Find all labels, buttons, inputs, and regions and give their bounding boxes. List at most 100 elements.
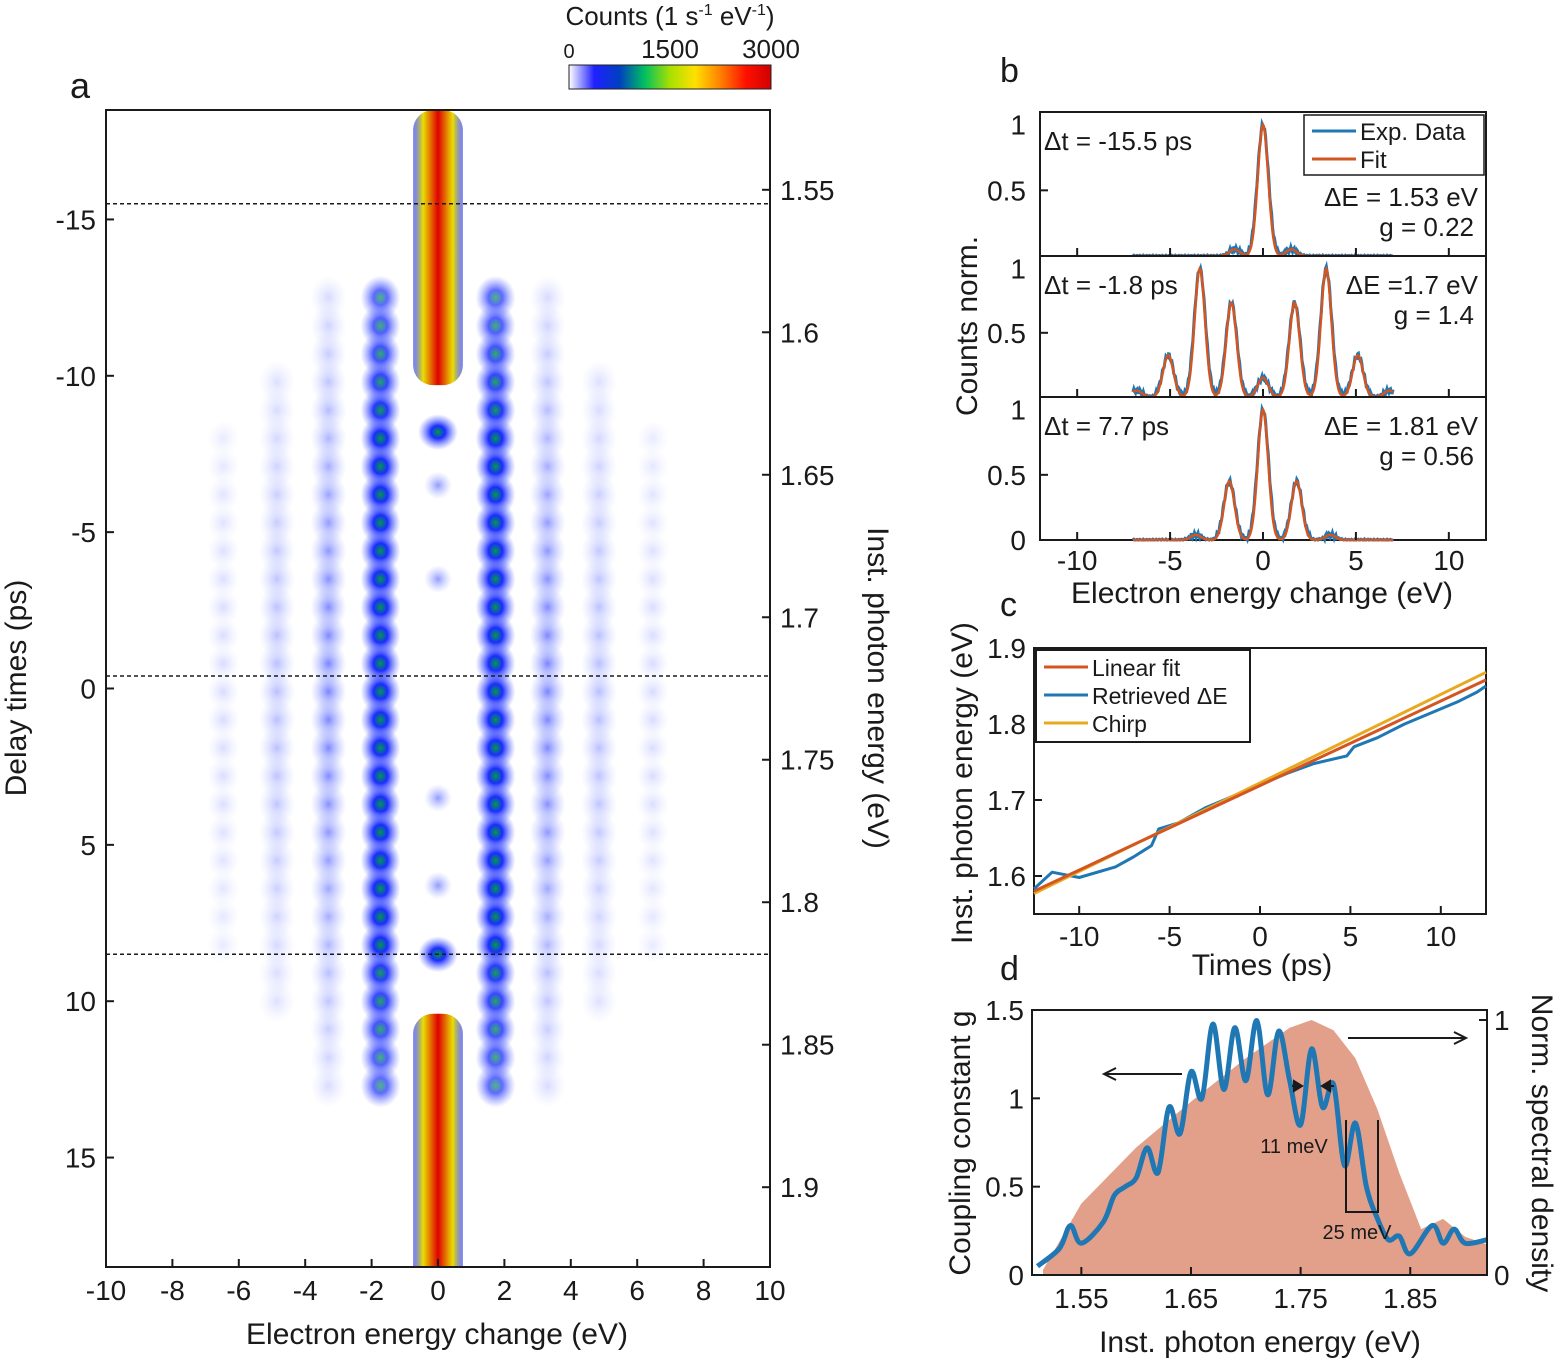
sideband-spot — [207, 701, 240, 738]
annotation-25mev-marker — [1345, 1120, 1379, 1213]
panel-c-x-tick-label: 0 — [1252, 921, 1268, 952]
legend-linear-fit-label: Linear fit — [1092, 655, 1181, 681]
heatmap-sidebands — [207, 275, 669, 1108]
panel-b-y-tick-label: 0.5 — [987, 318, 1026, 349]
sideband-spot — [207, 476, 240, 513]
sideband-spot — [207, 898, 240, 935]
panel-label-a: a — [70, 65, 91, 106]
panel-b-x-tick-label: 0 — [1255, 545, 1271, 576]
legend-retrieved-label: Retrieved ΔE — [1092, 683, 1228, 709]
panel-d-x-tick-label: 1.65 — [1164, 1283, 1219, 1314]
panel-a-x-tick-label: -10 — [86, 1275, 126, 1306]
colorbar-tick-label: 1500 — [641, 34, 699, 64]
panel-a-y2-ticks: 1.55 1.6 1.65 1.7 1.75 1.8 1.85 1.9 — [762, 175, 835, 1203]
panel-b-y-tick-label: 0.5 — [987, 175, 1026, 206]
colorbar-gradient — [568, 64, 772, 90]
panel-a-x-tick-label: -2 — [359, 1275, 384, 1306]
panel-b-x-ticks: -10 -5 0 5 10 — [1057, 248, 1464, 576]
panel-b-subplot-frame — [1039, 396, 1487, 541]
sideband-spot — [636, 870, 669, 907]
panel-d-x-tick-label: 1.75 — [1273, 1283, 1328, 1314]
sideband-spot — [207, 645, 240, 682]
panel-d-y2-tick-label: 0 — [1494, 1260, 1510, 1291]
annotation-11mev: 11 meV — [1260, 1136, 1328, 1158]
panel-c-legend: Linear fit Retrieved ΔE Chirp — [1035, 649, 1251, 743]
heatmap-zero-loss-peak — [413, 110, 463, 1267]
panel-a-y2-tick-label: 1.7 — [780, 602, 819, 633]
sideband-spot — [636, 589, 669, 626]
panel-label-d: d — [1000, 950, 1019, 988]
panel-b-x-tick-label: -10 — [1057, 545, 1097, 576]
colorbar-ticks: 0 1500 3000 — [563, 34, 799, 64]
panel-b-x-tick-label: -5 — [1158, 545, 1183, 576]
panel-d-y-tick-label: 0.5 — [985, 1172, 1024, 1203]
panel-a-x-tick-label: 6 — [629, 1275, 645, 1306]
sideband-spot — [207, 589, 240, 626]
panel-b-g-label: g = 1.4 — [1394, 300, 1474, 330]
colorbar-title-sup: -1 — [752, 2, 766, 19]
legend-fit-label: Fit — [1360, 147, 1387, 174]
panel-d-ticks: 1.55 1.65 1.75 1.85 0 0.5 1 1.5 0 1 — [985, 995, 1510, 1314]
sideband-spot — [207, 561, 240, 598]
fit-line — [1132, 406, 1394, 542]
panel-c-y-tick-label: 1.8 — [987, 709, 1026, 740]
panel-b-x-label: Electron energy change (eV) — [1071, 577, 1453, 610]
sideband-spot — [636, 504, 669, 541]
panel-c-series-line — [1033, 678, 1487, 893]
colorbar-title: Counts (1 s-1 eV-1) — [565, 1, 774, 31]
panel-d-y-tick-label: 1 — [1008, 1083, 1024, 1114]
colorbar-title-sup: -1 — [698, 2, 712, 19]
panel-a-y-tick-label: 10 — [65, 986, 96, 1017]
colorbar: Counts (1 s-1 eV-1) 0 1500 3000 — [563, 1, 800, 90]
sideband-spot — [636, 842, 669, 879]
panel-d-y-tick-label: 1.5 — [985, 995, 1024, 1026]
panel-c-y-tick-label: 1.9 — [987, 633, 1026, 664]
sideband-spot — [207, 729, 240, 766]
panel-a-x-tick-label: -6 — [226, 1275, 251, 1306]
panel-a-x-label: Electron energy change (eV) — [246, 1318, 628, 1351]
panel-c-y-tick-label: 1.7 — [987, 785, 1026, 816]
annotation-11mev-marker — [1292, 1079, 1334, 1093]
sideband-spot — [636, 617, 669, 654]
panel-b-y-tick-label: 1 — [1010, 395, 1026, 426]
panel-b-g-label: g = 0.22 — [1379, 212, 1474, 242]
sideband-spot — [360, 1063, 401, 1108]
sideband-spot — [636, 701, 669, 738]
panel-b-legend: Exp. Data Fit — [1303, 114, 1485, 176]
panel-a-x-tick-label: 8 — [696, 1275, 712, 1306]
panel-c-ticks: -10 -5 0 5 10 1.6 1.7 1.8 1.9 — [987, 633, 1456, 952]
panel-d-y2-label: Norm. spectral density — [1525, 994, 1554, 1292]
panel-a-y-tick-label: 0 — [80, 674, 96, 705]
panel-a-y2-tick-label: 1.85 — [780, 1030, 835, 1061]
sideband-spot — [207, 926, 240, 963]
sideband-spot — [207, 532, 240, 569]
panel-d-y-label: Coupling constant g — [944, 1010, 977, 1275]
panel-d-y2-tick-label: 1 — [1494, 1005, 1510, 1036]
panel-d-frame — [1031, 1009, 1488, 1276]
sideband-spot — [207, 617, 240, 654]
sideband-spot — [475, 1063, 516, 1108]
annotation-25mev: 25 meV — [1323, 1222, 1393, 1244]
panel-a-x-tick-label: 2 — [497, 1275, 513, 1306]
coupling-constant-line — [1035, 1018, 1487, 1269]
panel-label-b: b — [1000, 52, 1019, 90]
colorbar-title-part: eV — [713, 1, 753, 31]
zero-order-spot — [424, 565, 452, 594]
panel-a-y-tick-label: 5 — [80, 830, 96, 861]
panel-c-x-tick-label: 10 — [1425, 921, 1456, 952]
panel-a-y-tick-label: -10 — [56, 361, 96, 392]
sideband-spot — [529, 1063, 566, 1108]
sideband-spot — [207, 870, 240, 907]
legend-chirp-label: Chirp — [1092, 711, 1147, 737]
sideband-spot — [207, 420, 240, 457]
panel-b-y-tick-label: 1 — [1010, 110, 1026, 141]
panel-a-y2-tick-label: 1.65 — [780, 460, 835, 491]
panel-b-delay-label: Δt = 7.7 ps — [1044, 411, 1169, 441]
sideband-spot — [636, 758, 669, 795]
sideband-spot — [310, 1063, 347, 1108]
panel-b-subplots: 0.5 1 Δt = -15.5 ps ΔE = 1.53 eVg = 0.22 0.5… — [987, 110, 1487, 556]
zlp-column-bottom — [413, 1013, 463, 1267]
panel-label-c: c — [1000, 586, 1017, 624]
